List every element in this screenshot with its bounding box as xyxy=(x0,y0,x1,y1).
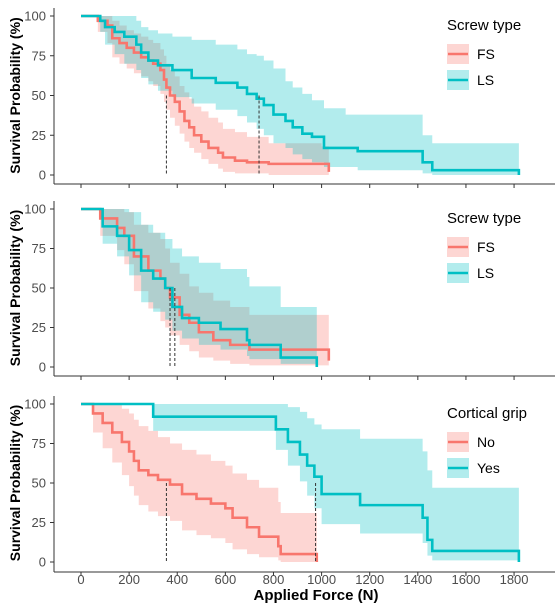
y-tick-label: 25 xyxy=(32,320,46,335)
y-tick-label: 100 xyxy=(24,202,46,217)
y-tick-label: 0 xyxy=(39,555,46,570)
x-tick-label: 1800 xyxy=(500,572,529,587)
y-axis-label: Survival Probability (%) xyxy=(7,17,23,173)
x-tick-label: 600 xyxy=(215,572,237,587)
x-tick-label: 0 xyxy=(77,572,84,587)
x-tick-label: 1200 xyxy=(355,572,384,587)
y-tick-label: 50 xyxy=(32,88,46,103)
y-tick-label: 75 xyxy=(32,241,46,256)
x-tick-label: 1000 xyxy=(307,572,336,587)
y-tick-label: 50 xyxy=(32,476,46,491)
chart-panel-2: Survival Probability (%) 0 25 50 75 100 Screw … xyxy=(7,201,555,380)
x-axis-label: Applied Force (N) xyxy=(253,587,378,604)
legend-item-label: LS xyxy=(477,265,494,281)
legend-item-label: FS xyxy=(477,239,495,255)
y-tick-label: 25 xyxy=(32,128,46,143)
panels: Survival Probability (%) 0 25 50 75 100 Screw … xyxy=(7,8,555,587)
legend-item-label: LS xyxy=(477,72,494,88)
y-tick-label: 0 xyxy=(39,168,46,183)
x-tick-label: 1600 xyxy=(451,572,480,587)
y-tick-label: 50 xyxy=(32,281,46,296)
y-tick-label: 100 xyxy=(24,9,46,24)
y-tick-label: 0 xyxy=(39,360,46,375)
y-axis-label: Survival Probability (%) xyxy=(7,405,23,561)
chart-panel-1: Survival Probability (%) 0 25 50 75 100 Screw … xyxy=(7,8,555,188)
x-tick-label: 400 xyxy=(166,572,188,587)
x-tick-label: 1400 xyxy=(403,572,432,587)
legend-item-label: No xyxy=(477,434,495,450)
legend-title: Screw type xyxy=(447,210,521,227)
y-tick-label: 75 xyxy=(32,48,46,63)
legend-title: Cortical grip xyxy=(447,405,527,422)
x-tick-label: 800 xyxy=(263,572,285,587)
legend-title: Screw type xyxy=(447,17,521,34)
y-tick-label: 25 xyxy=(32,515,46,530)
y-axis-label: Survival Probability (%) xyxy=(7,210,23,366)
legend-item-label: Yes xyxy=(477,460,500,476)
confidence-band-ls xyxy=(81,16,519,175)
y-tick-label: 100 xyxy=(24,397,46,412)
legend-item-label: FS xyxy=(477,46,495,62)
y-tick-label: 75 xyxy=(32,436,46,451)
x-tick-label: 200 xyxy=(118,572,140,587)
